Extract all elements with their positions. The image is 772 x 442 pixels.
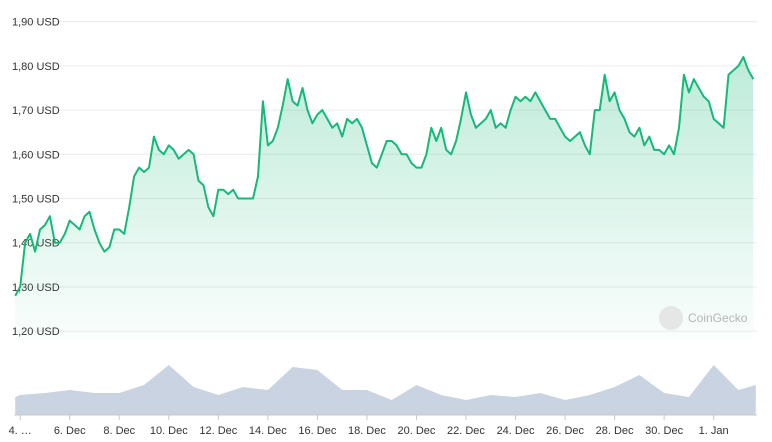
y-tick-label: 1,70 USD (12, 105, 60, 117)
x-tick-label: 28. Dec (596, 425, 634, 437)
x-tick-label: 1. Jan (699, 425, 729, 437)
x-tick-label: 16. Dec (298, 425, 336, 437)
y-tick-label: 1,60 USD (12, 149, 60, 161)
x-tick-label: 14. Dec (249, 425, 287, 437)
x-tick-label: 30. Dec (645, 425, 683, 437)
x-tick-label: 24. Dec (497, 425, 535, 437)
x-tick-label: 6. Dec (54, 425, 86, 437)
x-tick-label: 10. Dec (150, 425, 188, 437)
price-line (14, 56, 755, 297)
watermark: CoinGecko (659, 306, 748, 330)
y-tick-label: 1,50 USD (12, 194, 60, 206)
volume-area (15, 365, 756, 415)
y-tick-label: 1,80 USD (12, 61, 60, 73)
x-tick-label: 4. … (9, 425, 32, 437)
x-tick-label: 26. Dec (546, 425, 584, 437)
watermark-logo (659, 306, 683, 330)
x-tick-label: 22. Dec (447, 425, 485, 437)
x-tick-label: 18. Dec (348, 425, 386, 437)
price-area (15, 57, 754, 340)
watermark-text: CoinGecko (688, 311, 748, 325)
x-tick-label: 12. Dec (199, 425, 237, 437)
x-tick-label: 8. Dec (103, 425, 135, 437)
y-tick-label: 1,90 USD (12, 17, 60, 29)
x-tick-label: 20. Dec (397, 425, 435, 437)
